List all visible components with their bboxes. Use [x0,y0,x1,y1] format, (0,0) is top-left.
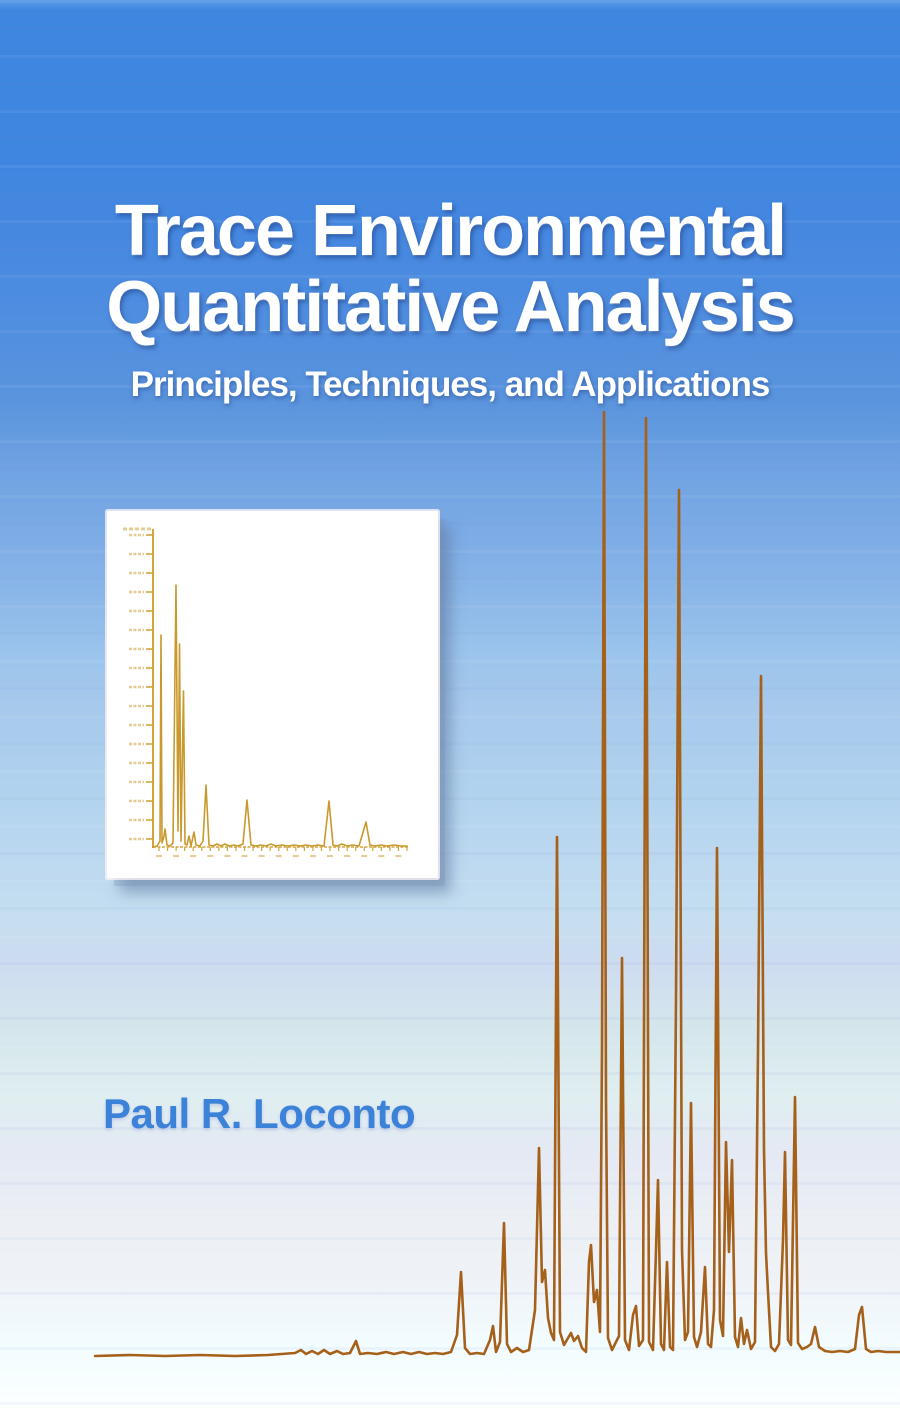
title-line-2: Quantitative Analysis [106,267,796,347]
inset-chromatogram [123,527,409,858]
subtitle: Principles, Techniques, and Applications [130,365,771,404]
title-line-1: Trace Environmental [114,191,787,271]
chromatogram-inset-panel [107,511,438,878]
title-block: Trace Environmental Quantitative Analysi… [0,193,900,405]
author-name: Paul R. Loconto [103,1090,416,1137]
